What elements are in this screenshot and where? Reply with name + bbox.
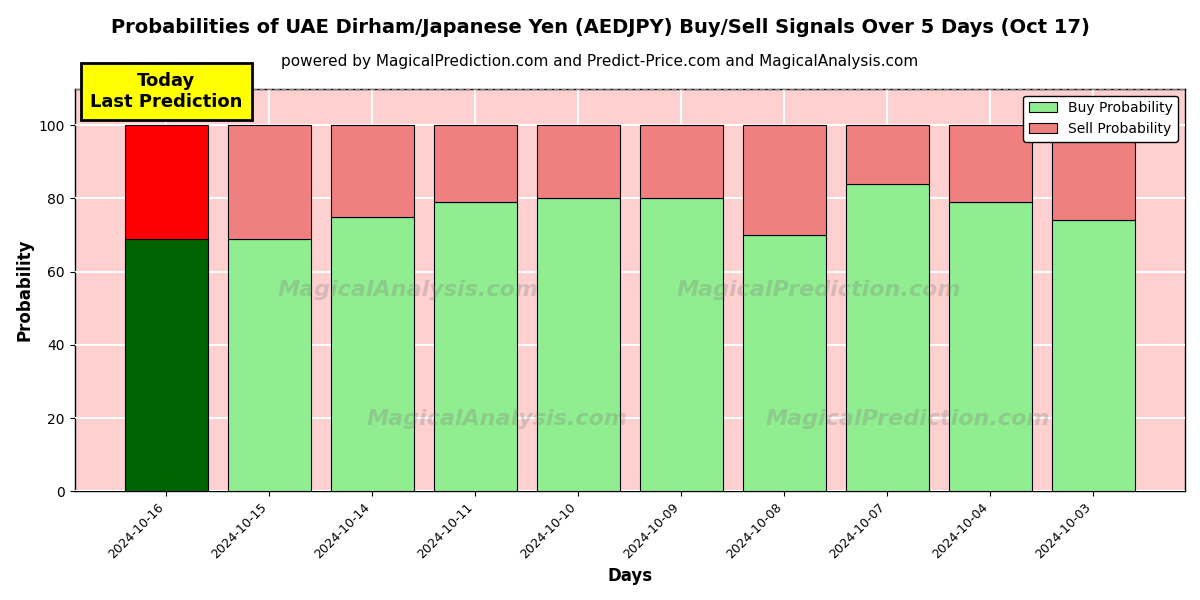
Bar <box>1052 220 1134 491</box>
Bar <box>331 125 414 217</box>
Text: MagicalAnalysis.com: MagicalAnalysis.com <box>277 280 539 300</box>
Text: MagicalPrediction.com: MagicalPrediction.com <box>766 409 1050 429</box>
Bar <box>846 184 929 491</box>
Text: powered by MagicalPrediction.com and Predict-Price.com and MagicalAnalysis.com: powered by MagicalPrediction.com and Pre… <box>281 54 919 69</box>
Legend: Buy Probability, Sell Probability: Buy Probability, Sell Probability <box>1024 95 1178 142</box>
Text: MagicalAnalysis.com: MagicalAnalysis.com <box>366 409 628 429</box>
X-axis label: Days: Days <box>607 567 653 585</box>
Text: MagicalPrediction.com: MagicalPrediction.com <box>677 280 961 300</box>
Bar <box>331 217 414 491</box>
Bar <box>228 125 311 239</box>
Bar <box>846 125 929 184</box>
Y-axis label: Probability: Probability <box>16 239 34 341</box>
Bar <box>743 235 826 491</box>
Bar <box>434 125 516 202</box>
Bar <box>538 199 619 491</box>
Bar <box>1052 125 1134 220</box>
Text: Probabilities of UAE Dirham/Japanese Yen (AEDJPY) Buy/Sell Signals Over 5 Days (: Probabilities of UAE Dirham/Japanese Yen… <box>110 18 1090 37</box>
Bar <box>949 202 1032 491</box>
Bar <box>228 239 311 491</box>
Bar <box>640 125 722 199</box>
Bar <box>640 199 722 491</box>
Text: Today
Last Prediction: Today Last Prediction <box>90 72 242 110</box>
Bar <box>434 202 516 491</box>
Bar <box>125 125 208 239</box>
Bar <box>743 125 826 235</box>
Bar <box>538 125 619 199</box>
Bar <box>125 239 208 491</box>
Bar <box>949 125 1032 202</box>
